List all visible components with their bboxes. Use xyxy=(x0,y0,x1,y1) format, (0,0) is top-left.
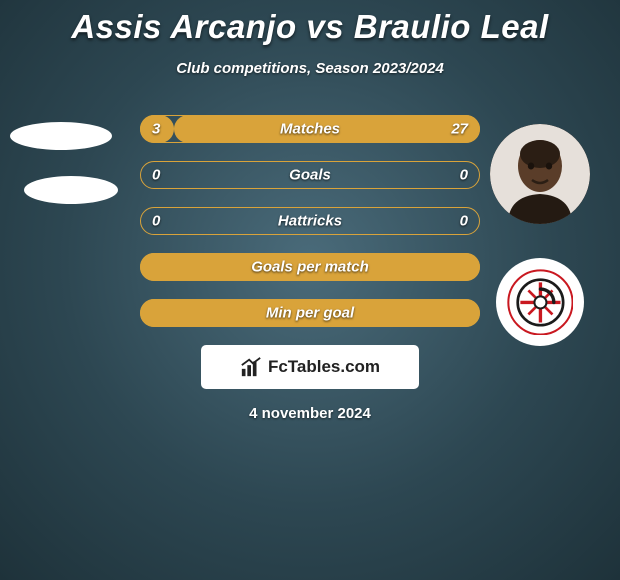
stats-bar-group: Matches327Goals00Hattricks00Goals per ma… xyxy=(140,115,480,327)
stat-value-left: 0 xyxy=(152,167,160,184)
subtitle: Club competitions, Season 2023/2024 xyxy=(0,60,620,77)
footer-brand-badge: FcTables.com xyxy=(201,345,419,389)
club-left-badge-placeholder xyxy=(24,176,118,204)
stat-value-right: 0 xyxy=(460,213,468,230)
bar-chart-icon xyxy=(240,356,262,378)
stat-value-right: 27 xyxy=(451,121,468,138)
club-right-badge xyxy=(496,258,584,346)
stat-label: Matches xyxy=(140,121,480,138)
footer-brand-text: FcTables.com xyxy=(268,357,380,377)
stat-value-left: 0 xyxy=(152,213,160,230)
stat-label: Goals xyxy=(140,167,480,184)
stat-label: Goals per match xyxy=(140,259,480,276)
stat-row: Goals per match xyxy=(140,253,480,281)
player-left-photo-placeholder xyxy=(10,122,112,150)
stat-row: Matches3 27 xyxy=(140,115,480,143)
stat-value-left: 3 xyxy=(152,121,160,138)
stat-row: Goals0 0 xyxy=(140,161,480,189)
player-right-photo xyxy=(490,124,590,224)
stat-row: Min per goal xyxy=(140,299,480,327)
stat-label: Min per goal xyxy=(140,305,480,322)
footer-date: 4 november 2024 xyxy=(0,405,620,422)
stat-label: Hattricks xyxy=(140,213,480,230)
page-title: Assis Arcanjo vs Braulio Leal xyxy=(0,8,620,46)
content: Assis Arcanjo vs Braulio Leal Club compe… xyxy=(0,0,620,580)
stat-value-right: 0 xyxy=(460,167,468,184)
stat-row: Hattricks0 0 xyxy=(140,207,480,235)
